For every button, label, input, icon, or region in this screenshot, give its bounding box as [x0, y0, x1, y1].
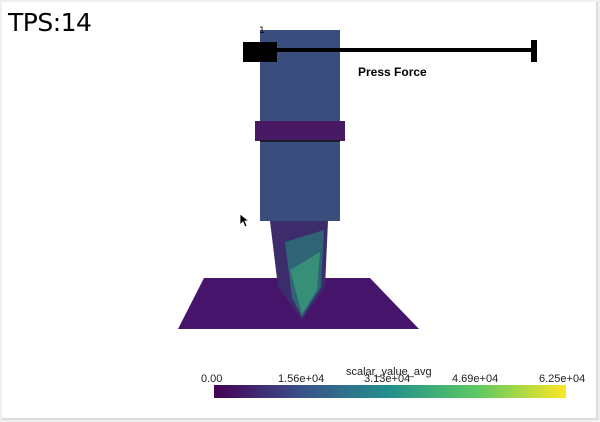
- press-force-slider-track[interactable]: [252, 48, 534, 52]
- press-force-slider-label: Press Force: [358, 65, 427, 79]
- colorbar-tick: 1.56e+04: [278, 373, 325, 385]
- mouse-cursor-icon: [240, 214, 250, 228]
- press-force-slider-handle[interactable]: [243, 42, 277, 62]
- press-column-lower: [260, 141, 340, 221]
- punch-highlight-2: [290, 252, 320, 314]
- press-force-slider-end-cap: [531, 40, 537, 62]
- colorbar-tick: 6.25e+04: [539, 373, 586, 385]
- colorbar-gradient: [214, 385, 566, 398]
- colorbar-title: scalar_value_avg: [346, 366, 432, 378]
- fps-counter: TPS:14: [8, 8, 92, 37]
- colorbar-tick: 4.69e+04: [452, 373, 499, 385]
- press-collar: [255, 121, 345, 141]
- colorbar-tick: 0.00: [201, 373, 223, 385]
- colorbar-tick: 3.13e+04: [364, 373, 411, 385]
- slider-value: 1: [259, 26, 265, 36]
